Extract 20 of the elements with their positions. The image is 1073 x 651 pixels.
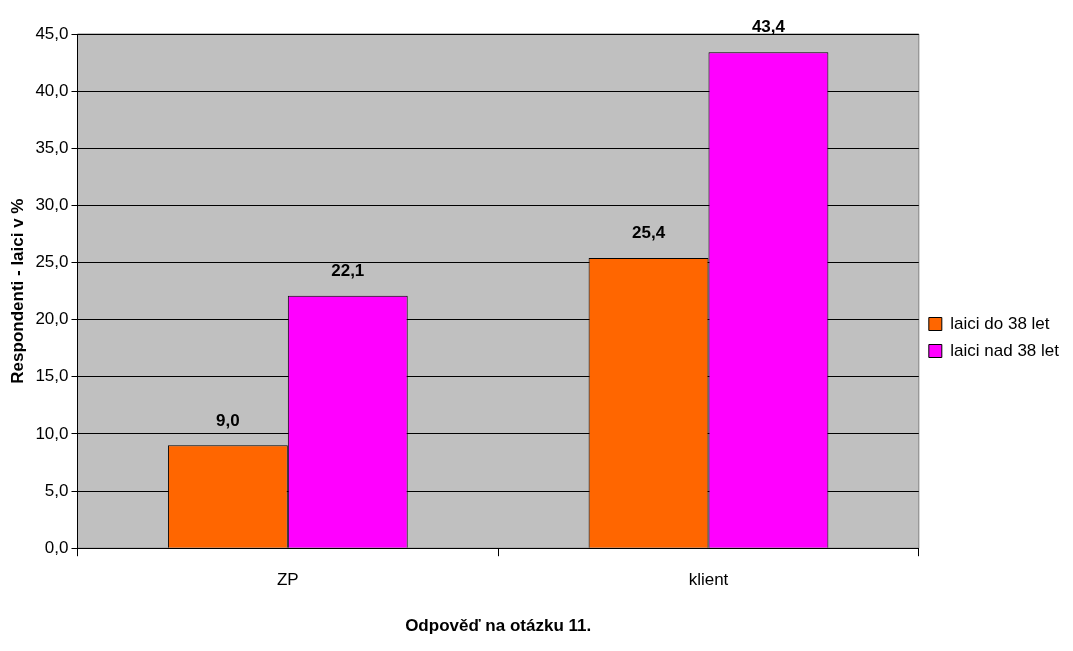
y-tick-label: 15,0 <box>35 366 69 386</box>
data-label: 25,4 <box>631 223 666 243</box>
y-tick-label: 10,0 <box>35 423 69 443</box>
y-tick-label: 20,0 <box>35 309 69 329</box>
y-tick-label: 30,0 <box>35 195 69 215</box>
y-tick-label: 25,0 <box>35 252 69 272</box>
y-tick-label: 35,0 <box>35 137 69 157</box>
legend-label: laici nad 38 let <box>950 340 1060 360</box>
y-axis-title: Respondenti - laici v % <box>7 198 27 384</box>
y-tick-label: 5,0 <box>44 480 69 500</box>
legend-label: laici do 38 let <box>950 313 1050 333</box>
y-tick-label: 40,0 <box>35 80 69 100</box>
data-label: 22,1 <box>331 260 365 280</box>
y-tick-label: 0,0 <box>44 537 69 557</box>
x-tick-label: ZP <box>276 570 299 590</box>
y-tick-label: 45,0 <box>35 23 69 43</box>
x-axis-title: Odpověď na otázku 11. <box>405 616 592 636</box>
data-label: 43,4 <box>751 17 786 37</box>
data-label: 9,0 <box>216 410 240 430</box>
x-tick-label: klient <box>688 570 729 590</box>
